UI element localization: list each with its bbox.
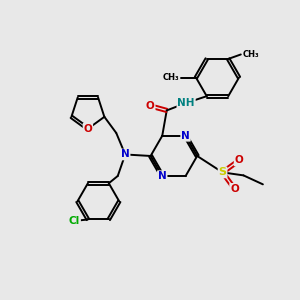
- Text: N: N: [121, 149, 130, 160]
- Text: S: S: [219, 167, 226, 177]
- Text: CH₃: CH₃: [163, 73, 180, 82]
- Text: CH₃: CH₃: [242, 50, 259, 59]
- Text: O: O: [230, 184, 239, 194]
- Text: O: O: [83, 124, 92, 134]
- Text: NH: NH: [177, 98, 195, 108]
- Text: O: O: [146, 101, 155, 111]
- Text: O: O: [235, 155, 243, 166]
- Text: Cl: Cl: [69, 216, 80, 226]
- Text: N: N: [181, 131, 190, 141]
- Text: N: N: [158, 171, 167, 181]
